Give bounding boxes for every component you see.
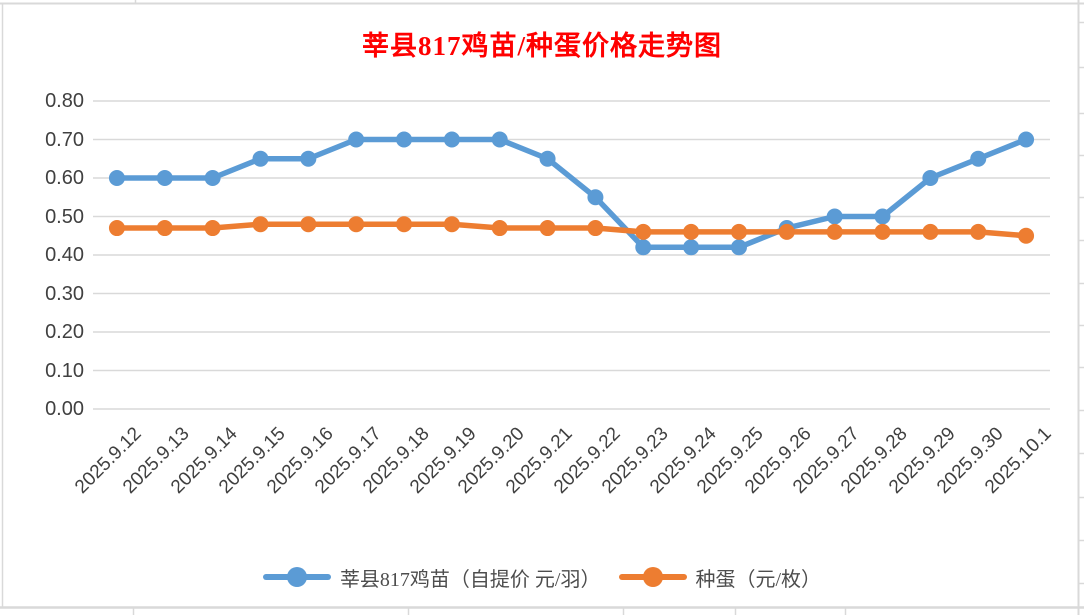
data-point-marker	[587, 189, 604, 206]
data-point-marker	[348, 131, 365, 148]
data-point-marker	[300, 216, 317, 233]
data-point-marker	[587, 220, 604, 237]
legend-item-egg-price: 种蛋（元/枚）	[618, 563, 822, 592]
data-point-marker	[396, 131, 413, 148]
legend-item-chick-price: 莘县817鸡苗（自提价 元/羽）	[262, 563, 601, 592]
legend-label: 莘县817鸡苗（自提价 元/羽）	[339, 568, 601, 591]
data-point-marker	[874, 208, 891, 225]
y-axis-label: 0.30	[45, 282, 84, 305]
data-point-marker	[635, 239, 652, 256]
data-point-marker	[922, 170, 939, 186]
chart-title: 莘县817鸡苗/种蛋价格走势图	[361, 31, 722, 61]
data-point-marker	[778, 223, 795, 240]
y-axis-label: 0.40	[45, 244, 84, 266]
legend: 莘县817鸡苗（自提价 元/羽） 种蛋（元/枚）	[0, 558, 1084, 596]
data-point-marker	[443, 216, 460, 233]
data-point-marker	[730, 223, 747, 240]
line-with-dot-marker-icon	[262, 566, 331, 588]
data-point-marker	[730, 239, 747, 256]
data-point-marker	[348, 216, 365, 233]
legend-dot-icon	[286, 567, 307, 587]
data-point-marker	[970, 223, 987, 240]
data-point-marker	[156, 220, 173, 237]
data-point-marker	[683, 239, 700, 256]
data-point-marker	[252, 150, 269, 167]
data-point-marker	[108, 220, 125, 237]
y-axis-label: 0.80	[45, 90, 84, 112]
data-point-marker	[491, 131, 508, 148]
y-axis-label: 0.20	[45, 321, 84, 343]
data-point-marker	[300, 150, 317, 167]
y-axis-label: 0.60	[45, 167, 84, 189]
y-axis-label: 0.50	[45, 205, 84, 228]
y-axis-label: 0.70	[45, 128, 84, 151]
data-point-marker	[874, 223, 891, 240]
legend-dot-icon	[642, 567, 663, 587]
y-axis-label: 0.00	[45, 398, 84, 420]
data-point-marker	[1018, 227, 1035, 244]
data-point-marker	[108, 170, 125, 186]
data-point-marker	[826, 223, 843, 240]
data-point-marker	[1018, 131, 1035, 148]
data-point-marker	[491, 220, 508, 237]
data-point-marker	[156, 170, 173, 186]
data-point-marker	[539, 220, 556, 237]
data-point-marker	[635, 223, 652, 240]
data-point-marker	[826, 208, 843, 225]
data-point-marker	[683, 223, 700, 240]
legend-label: 种蛋（元/枚）	[695, 568, 822, 591]
data-point-marker	[396, 216, 413, 233]
data-point-marker	[970, 150, 987, 167]
data-point-marker	[204, 220, 221, 237]
data-point-marker	[922, 223, 939, 240]
y-axis-label: 0.10	[45, 359, 84, 382]
data-point-marker	[539, 150, 556, 167]
line-with-dot-marker-icon	[618, 566, 687, 588]
data-point-marker	[252, 216, 269, 233]
data-point-marker	[204, 170, 221, 186]
data-point-marker	[443, 131, 460, 148]
